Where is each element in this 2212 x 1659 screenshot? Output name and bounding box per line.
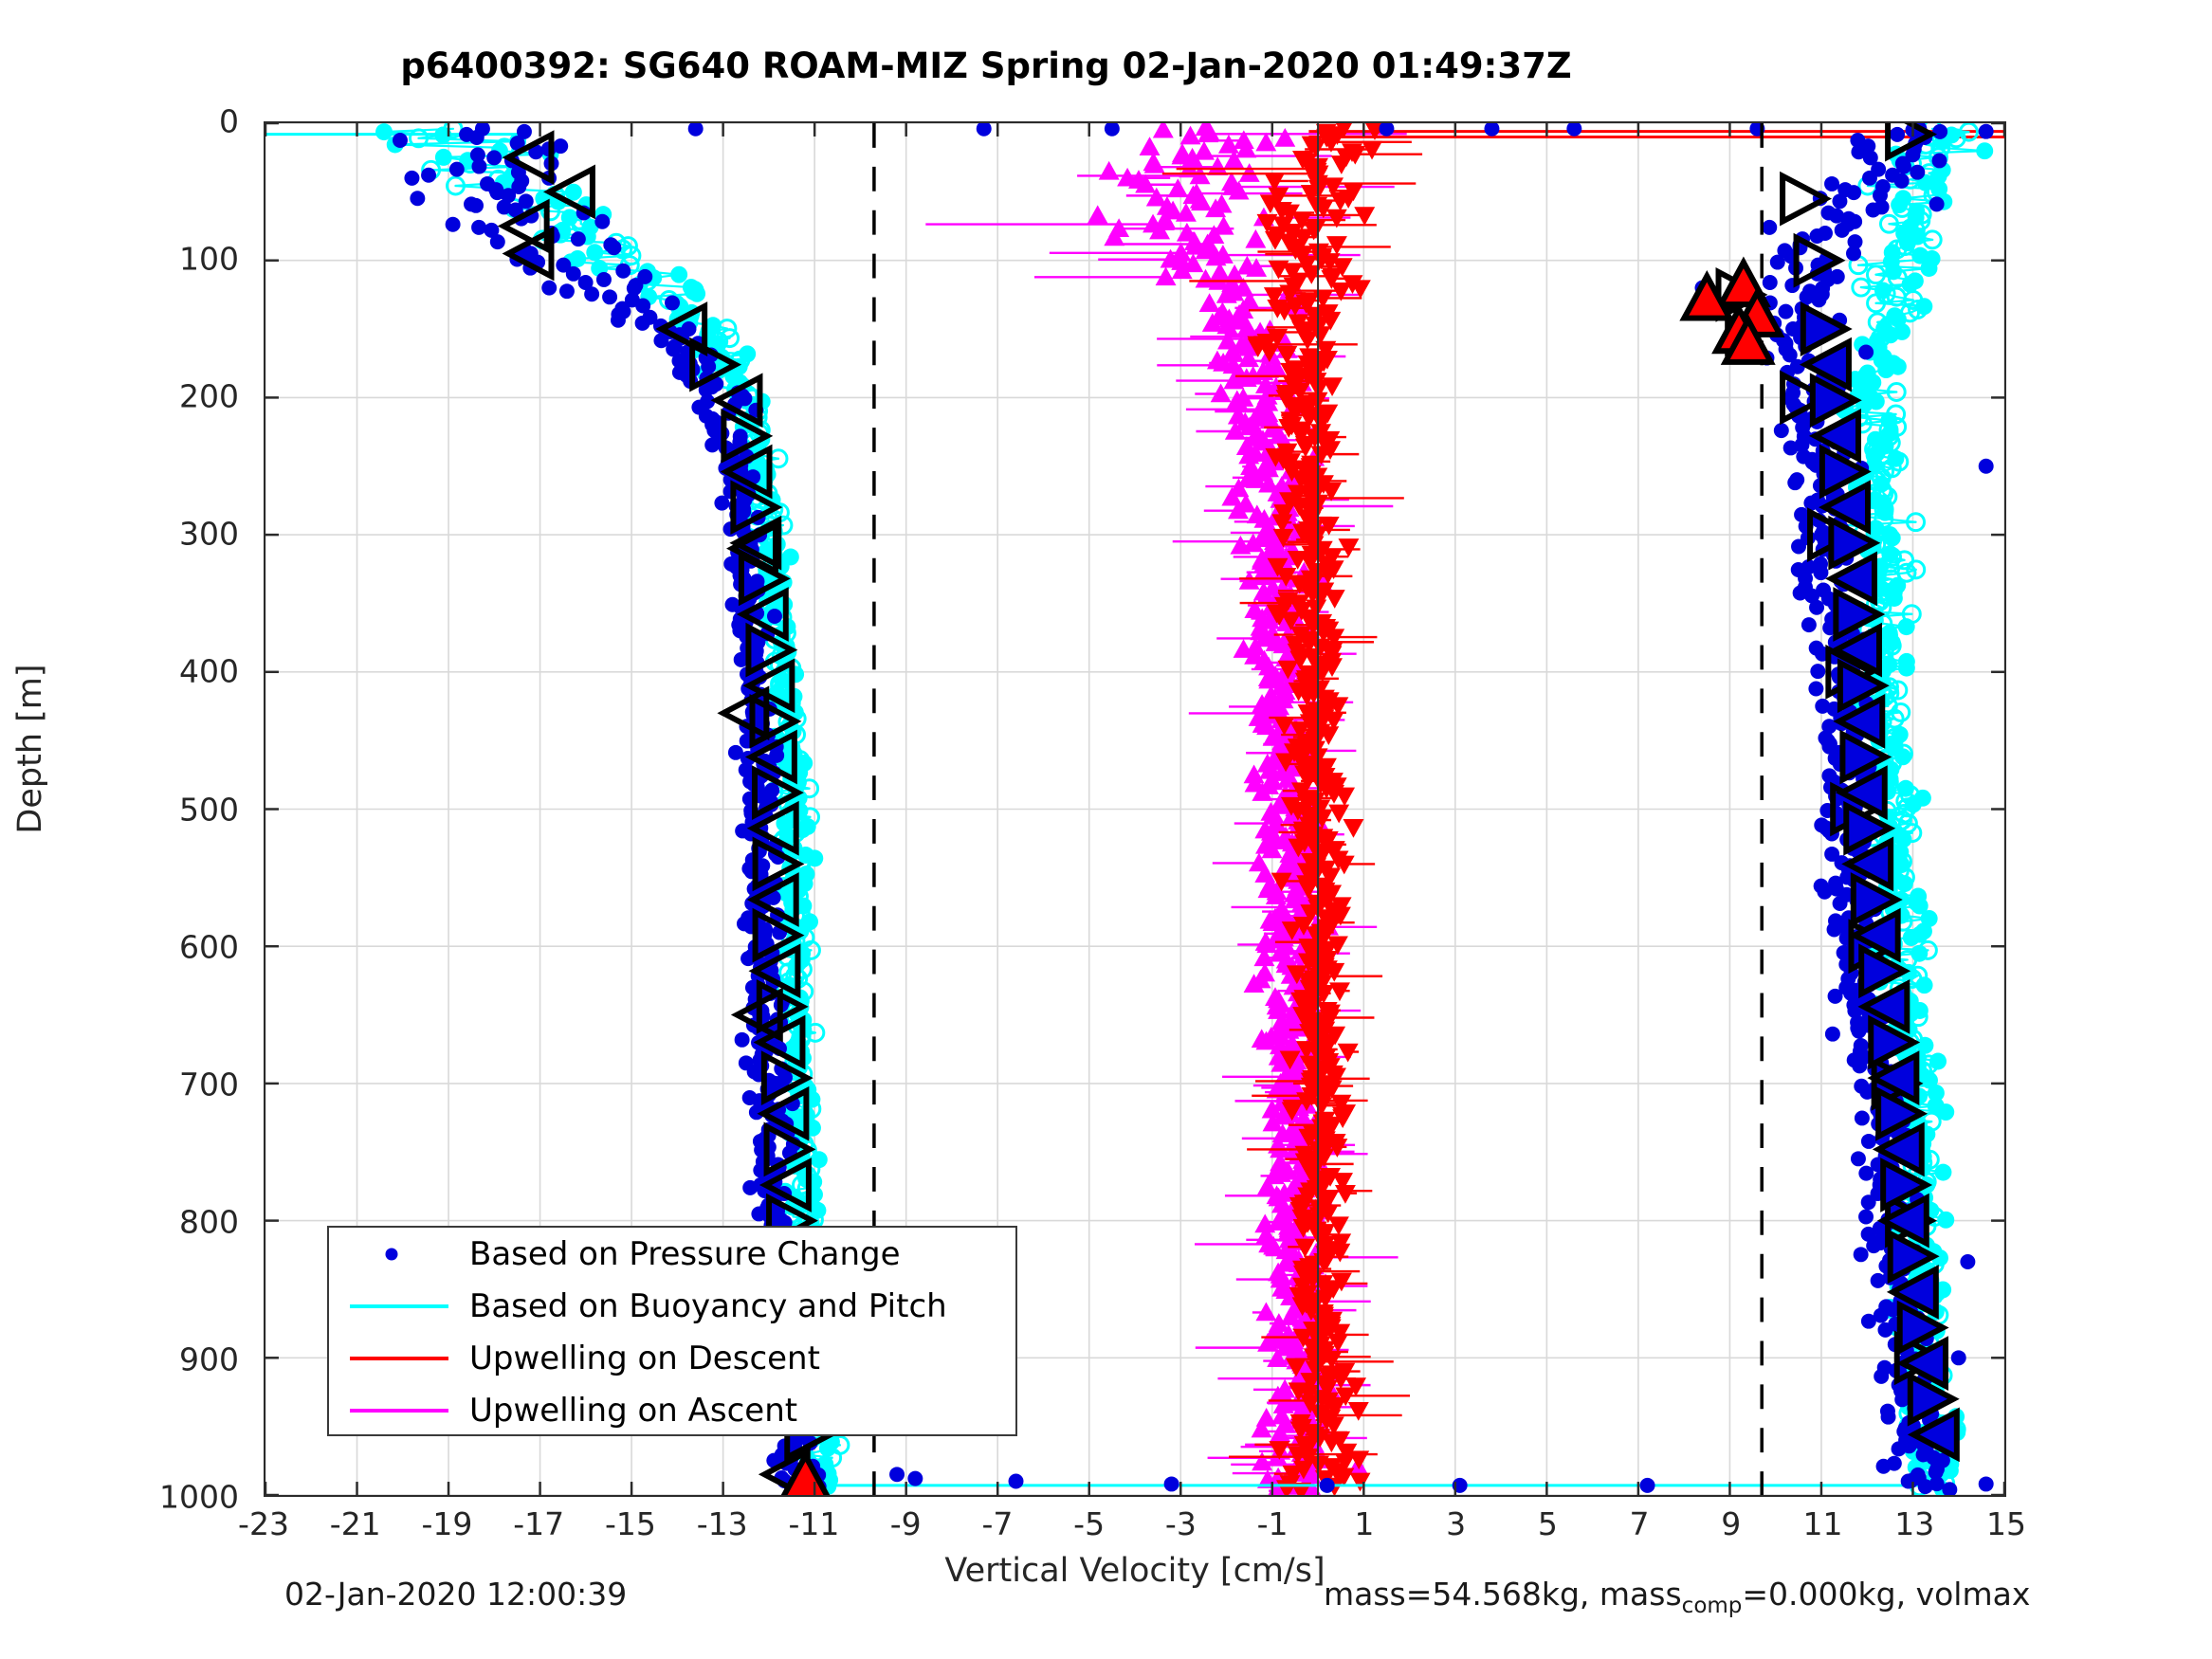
legend-line-icon xyxy=(350,1304,448,1308)
y-tick-200: 200 xyxy=(179,377,239,415)
y-tick-1000: 1000 xyxy=(159,1478,239,1516)
plot-canvas xyxy=(265,123,2004,1495)
x-tick-neg1: -1 xyxy=(1256,1505,1289,1542)
y-tick-800: 800 xyxy=(179,1203,239,1241)
legend-label: Upwelling on Ascent xyxy=(469,1391,798,1430)
x-tick-labels: -23 -21 -19 -17 -15 -13 -11 -9 -7 -5 -3 -1 1 3 5 7 9 11 13… xyxy=(0,1505,2212,1562)
legend-line-icon xyxy=(350,1356,448,1360)
y-tick-600: 600 xyxy=(179,928,239,966)
legend-key-line-icon xyxy=(329,1384,469,1436)
tick-marks xyxy=(265,123,2004,1495)
footer-timestamp: 02-Jan-2020 12:00:39 xyxy=(284,1576,628,1613)
y-tick-100: 100 xyxy=(179,240,239,278)
x-axis-title: Vertical Velocity [cm/s] xyxy=(944,1552,1325,1590)
x-tick-neg7: -7 xyxy=(981,1505,1014,1542)
pressure-outliers xyxy=(404,123,1994,1493)
legend-label: Upwelling on Descent xyxy=(469,1339,820,1377)
legend-item-3[interactable]: Upwelling on Ascent xyxy=(329,1384,1015,1436)
legend-key-line-icon xyxy=(329,1332,469,1384)
x-tick-7: 7 xyxy=(1629,1505,1650,1542)
x-tick-5: 5 xyxy=(1537,1505,1558,1542)
series-upwelling-ascent xyxy=(925,123,1407,1495)
legend-label: Based on Buoyancy and Pitch xyxy=(469,1286,947,1325)
x-tick-neg5: -5 xyxy=(1073,1505,1106,1542)
y-tick-700: 700 xyxy=(179,1066,239,1103)
y-tick-400: 400 xyxy=(179,652,239,690)
x-tick-11: 11 xyxy=(1802,1505,1843,1542)
legend-key-line-icon xyxy=(329,1280,469,1332)
y-tick-500: 500 xyxy=(179,791,239,828)
x-tick-9: 9 xyxy=(1721,1505,1742,1542)
x-tick-neg23: -23 xyxy=(238,1505,289,1542)
y-tick-900: 900 xyxy=(179,1340,239,1378)
series-upwelling-descent xyxy=(1161,123,1423,1495)
y-axis-title: Depth [m] xyxy=(11,664,49,834)
footer-mass-prefix: mass=54.568kg, mass xyxy=(1324,1576,1682,1613)
x-tick-1: 1 xyxy=(1354,1505,1375,1542)
x-tick-neg11: -11 xyxy=(788,1505,840,1542)
footer-mass-subscript: comp xyxy=(1681,1594,1743,1619)
y-tick-300: 300 xyxy=(179,515,239,553)
legend-item-2[interactable]: Upwelling on Descent xyxy=(329,1332,1015,1384)
x-tick-neg17: -17 xyxy=(513,1505,565,1542)
footer-mass-suffix: =0.000kg, volmax xyxy=(1742,1576,2031,1613)
x-tick-neg15: -15 xyxy=(604,1505,656,1542)
x-tick-neg19: -19 xyxy=(421,1505,473,1542)
x-tick-15: 15 xyxy=(1986,1505,2026,1542)
legend-label: Based on Pressure Change xyxy=(469,1234,901,1273)
x-tick-13: 13 xyxy=(1894,1505,1935,1542)
legend-line-icon xyxy=(350,1408,448,1413)
y-tick-0: 0 xyxy=(219,102,239,140)
x-tick-neg9: -9 xyxy=(889,1505,922,1542)
x-tick-neg21: -21 xyxy=(329,1505,381,1542)
x-tick-neg3: -3 xyxy=(1164,1505,1197,1542)
legend-dot-icon xyxy=(385,1248,398,1260)
y-tick-labels: 0 100 200 300 400 500 600 700 800 900 1000 xyxy=(0,0,254,1659)
x-tick-neg13: -13 xyxy=(696,1505,748,1542)
legend-box: Based on Pressure Change Based on Buoyanc… xyxy=(327,1226,1017,1436)
legend-item-0[interactable]: Based on Pressure Change xyxy=(329,1228,1015,1280)
x-tick-3: 3 xyxy=(1446,1505,1467,1542)
legend-key-dot-icon xyxy=(329,1228,469,1280)
legend-item-1[interactable]: Based on Buoyancy and Pitch xyxy=(329,1280,1015,1332)
footer-mass-annotation: mass=54.568kg, masscomp=0.000kg, volmax xyxy=(1324,1576,2030,1618)
chart-title: p6400392: SG640 ROAM-MIZ Spring 02-Jan-2… xyxy=(400,46,1572,86)
